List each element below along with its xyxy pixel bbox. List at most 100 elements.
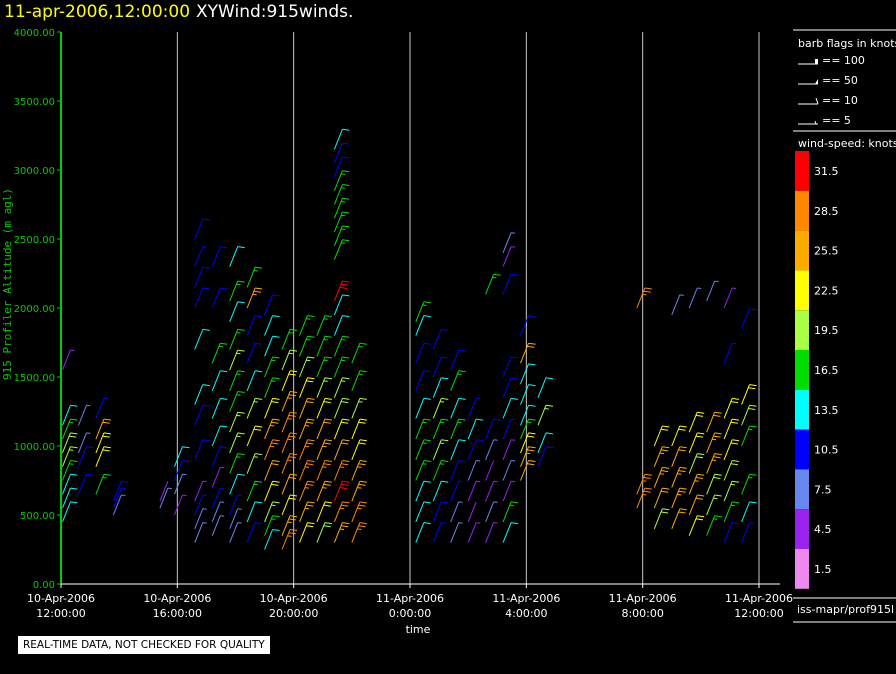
wind-barb xyxy=(485,501,498,523)
speed-legend-swatch xyxy=(795,310,809,350)
wind-barb xyxy=(351,370,367,391)
wind-barb xyxy=(281,349,298,371)
wind-barb xyxy=(333,356,350,378)
wind-barb xyxy=(432,418,449,440)
wind-barb xyxy=(264,294,280,316)
wind-barb xyxy=(671,294,684,316)
wind-barb xyxy=(333,156,350,178)
wind-barb xyxy=(61,404,78,426)
wind-barb xyxy=(333,142,350,164)
wind-barb xyxy=(671,425,687,447)
wind-barb xyxy=(77,432,91,454)
wind-barb xyxy=(432,501,449,523)
wind-barb xyxy=(246,453,263,474)
wind-barb xyxy=(281,494,298,516)
wind-barb xyxy=(61,446,78,467)
wind-barb xyxy=(485,273,501,295)
wind-barb xyxy=(502,397,519,419)
wind-barb xyxy=(246,397,263,419)
wind-barb xyxy=(229,411,245,433)
speed-legend-label: 22.5 xyxy=(814,284,839,297)
wind-barb xyxy=(316,335,333,357)
wind-barb xyxy=(316,377,333,398)
wind-barb xyxy=(723,480,740,502)
wind-barb xyxy=(281,391,298,412)
wind-barb xyxy=(229,349,245,371)
speed-legend-entry: 28.5 xyxy=(795,190,839,231)
speed-legend-entry: 1.5 xyxy=(795,549,832,589)
wind-barb xyxy=(211,342,228,364)
wind-barb xyxy=(520,404,536,426)
y-tick-label: 4000.00 xyxy=(14,28,55,39)
wind-barb xyxy=(520,363,536,385)
wind-barb xyxy=(281,432,298,454)
wind-barb xyxy=(502,480,516,502)
wind-barb xyxy=(229,301,245,322)
data-source-label: iss-mapr/prof915l xyxy=(797,603,894,616)
wind-barb xyxy=(723,522,740,543)
wind-barb xyxy=(706,453,722,474)
wind-barb xyxy=(264,418,280,440)
wind-barb xyxy=(432,328,449,350)
wind-barb xyxy=(95,446,111,467)
wind-barb xyxy=(333,335,350,357)
wind-barb xyxy=(450,501,463,523)
wind-barb xyxy=(333,197,350,219)
x-tick-date: 10-Apr-2006 xyxy=(260,592,328,605)
wind-barb xyxy=(415,370,431,391)
speed-legend-entry: 4.5 xyxy=(795,509,832,549)
wind-barb xyxy=(450,349,466,371)
wind-barb xyxy=(450,418,466,440)
barb-legend: == 100 == 50 == 10 == 5 xyxy=(798,54,865,127)
wind-barb xyxy=(316,460,333,481)
wind-barb xyxy=(299,315,315,336)
wind-barb xyxy=(281,328,298,350)
wind-barb xyxy=(351,397,367,419)
wind-barb xyxy=(281,453,298,474)
wind-barb xyxy=(299,377,315,398)
y-tick-label: 3000.00 xyxy=(14,166,55,177)
wind-barb xyxy=(636,473,652,495)
wind-barb xyxy=(264,439,280,460)
wind-barb xyxy=(688,411,705,433)
wind-barb xyxy=(264,377,280,398)
wind-barb xyxy=(653,425,670,447)
speed-legend-swatch xyxy=(795,151,809,191)
wind-barb xyxy=(333,294,350,316)
speed-legend-label: 10.5 xyxy=(814,444,839,457)
wind-barb xyxy=(537,404,554,426)
wind-barb xyxy=(432,439,449,460)
speed-legend-label: 31.5 xyxy=(814,165,839,178)
wind-barb xyxy=(432,480,449,502)
speed-legend-entry: 22.5 xyxy=(795,270,839,311)
speed-legend-swatch xyxy=(795,549,809,589)
wind-barb xyxy=(316,522,333,543)
wind-barb xyxy=(467,397,481,419)
wind-barb xyxy=(229,328,245,350)
wind-barb xyxy=(450,480,463,502)
wind-barb xyxy=(281,529,298,550)
speed-legend-entry: 13.5 xyxy=(795,389,839,430)
wind-barb xyxy=(741,473,757,495)
wind-barb xyxy=(467,418,484,440)
speed-legend-label: 25.5 xyxy=(814,245,839,258)
wind-barb xyxy=(415,301,431,322)
wind-barb xyxy=(502,439,516,460)
wind-barb xyxy=(246,315,263,336)
wind-barb xyxy=(264,335,280,357)
x-tick-time: 12:00:00 xyxy=(36,607,85,620)
wind-barb xyxy=(173,473,187,495)
y-tick-label: 1000.00 xyxy=(14,442,55,453)
barb-legend-entry: == 100 xyxy=(798,54,865,67)
wind-barb xyxy=(741,425,757,447)
wind-barb xyxy=(77,473,94,495)
wind-barb xyxy=(61,487,78,509)
wind-barb xyxy=(299,397,315,419)
wind-barb xyxy=(281,473,298,495)
wind-barb xyxy=(432,397,449,419)
wind-barb xyxy=(671,508,687,529)
title-datetime: 11-apr-2006,12:00:00 xyxy=(4,2,190,22)
wind-barb xyxy=(333,522,350,543)
quality-notice: REAL-TIME DATA, NOT CHECKED FOR QUALITY xyxy=(18,636,270,654)
wind-barb xyxy=(741,522,754,543)
